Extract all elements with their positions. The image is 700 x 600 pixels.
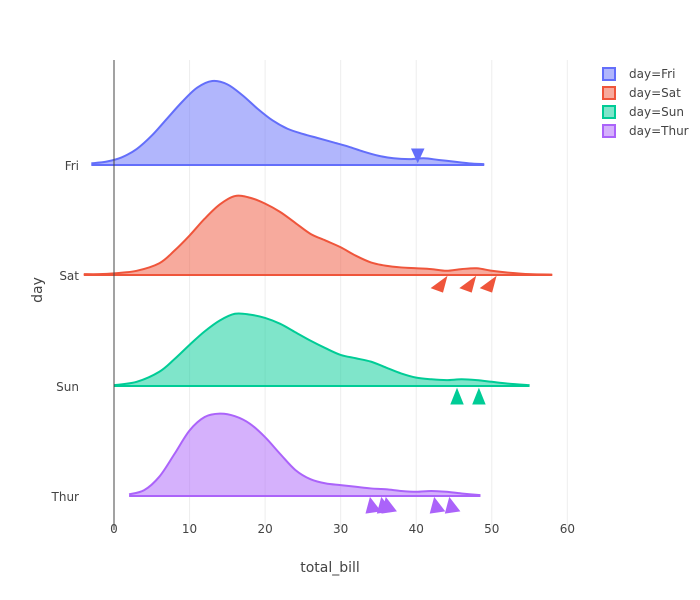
y-tick-label-sun: Sun [56,380,79,394]
outlier-sat-2 [479,275,497,293]
outlier-fri-0 [410,148,425,164]
legend: day=Fri day=Sat day=Sun day=Thur [602,67,689,138]
x-axis-title: total_bill [300,560,360,576]
outlier-thur-0 [365,496,382,514]
violin-outline-thur [128,412,481,497]
violin-outline-sat [83,194,553,276]
x-tick-label-40: 40 [409,522,424,536]
outlier-thur-2 [381,496,397,514]
legend-swatch-sat [602,86,616,100]
outlier-thur-3 [429,496,446,514]
y-axis-title: day [30,277,46,303]
y-tick-label-sat: Sat [59,269,79,283]
legend-swatch-fri [602,67,616,81]
violin-fill-sun [114,313,530,386]
y-tick-label-thur: Thur [51,490,80,504]
y-tick-label-fri: Fri [65,159,79,173]
x-tick-label-30: 30 [333,522,348,536]
y-tick-labels: Fri Sat Sun Thur [51,159,80,504]
x-tick-label-0: 0 [110,522,118,536]
legend-swatch-sun [602,105,616,119]
outlier-thur-4 [444,496,461,514]
x-tick-label-20: 20 [257,522,272,536]
outlier-sat-0 [430,275,448,293]
outlier-sat-1 [459,275,477,293]
outlier-sun-0 [450,387,464,405]
violin-outline-sun [113,312,530,387]
violin-fill-fri [91,80,485,165]
legend-label-fri: day=Fri [629,67,675,81]
x-tick-labels: 0 10 20 30 40 50 60 [110,522,575,536]
x-tick-label-50: 50 [484,522,499,536]
violin-traces [83,79,553,497]
violin-fill-thur [129,413,481,496]
outlier-sun-1 [472,387,486,405]
x-tick-label-10: 10 [182,522,197,536]
legend-label-thur: day=Thur [629,124,689,138]
outlier-points [365,148,497,514]
x-tick-label-60: 60 [560,522,575,536]
legend-label-sat: day=Sat [629,86,681,100]
legend-swatch-thur [602,124,616,138]
violin-fill-sat [83,195,553,275]
legend-label-sun: day=Sun [629,105,684,119]
